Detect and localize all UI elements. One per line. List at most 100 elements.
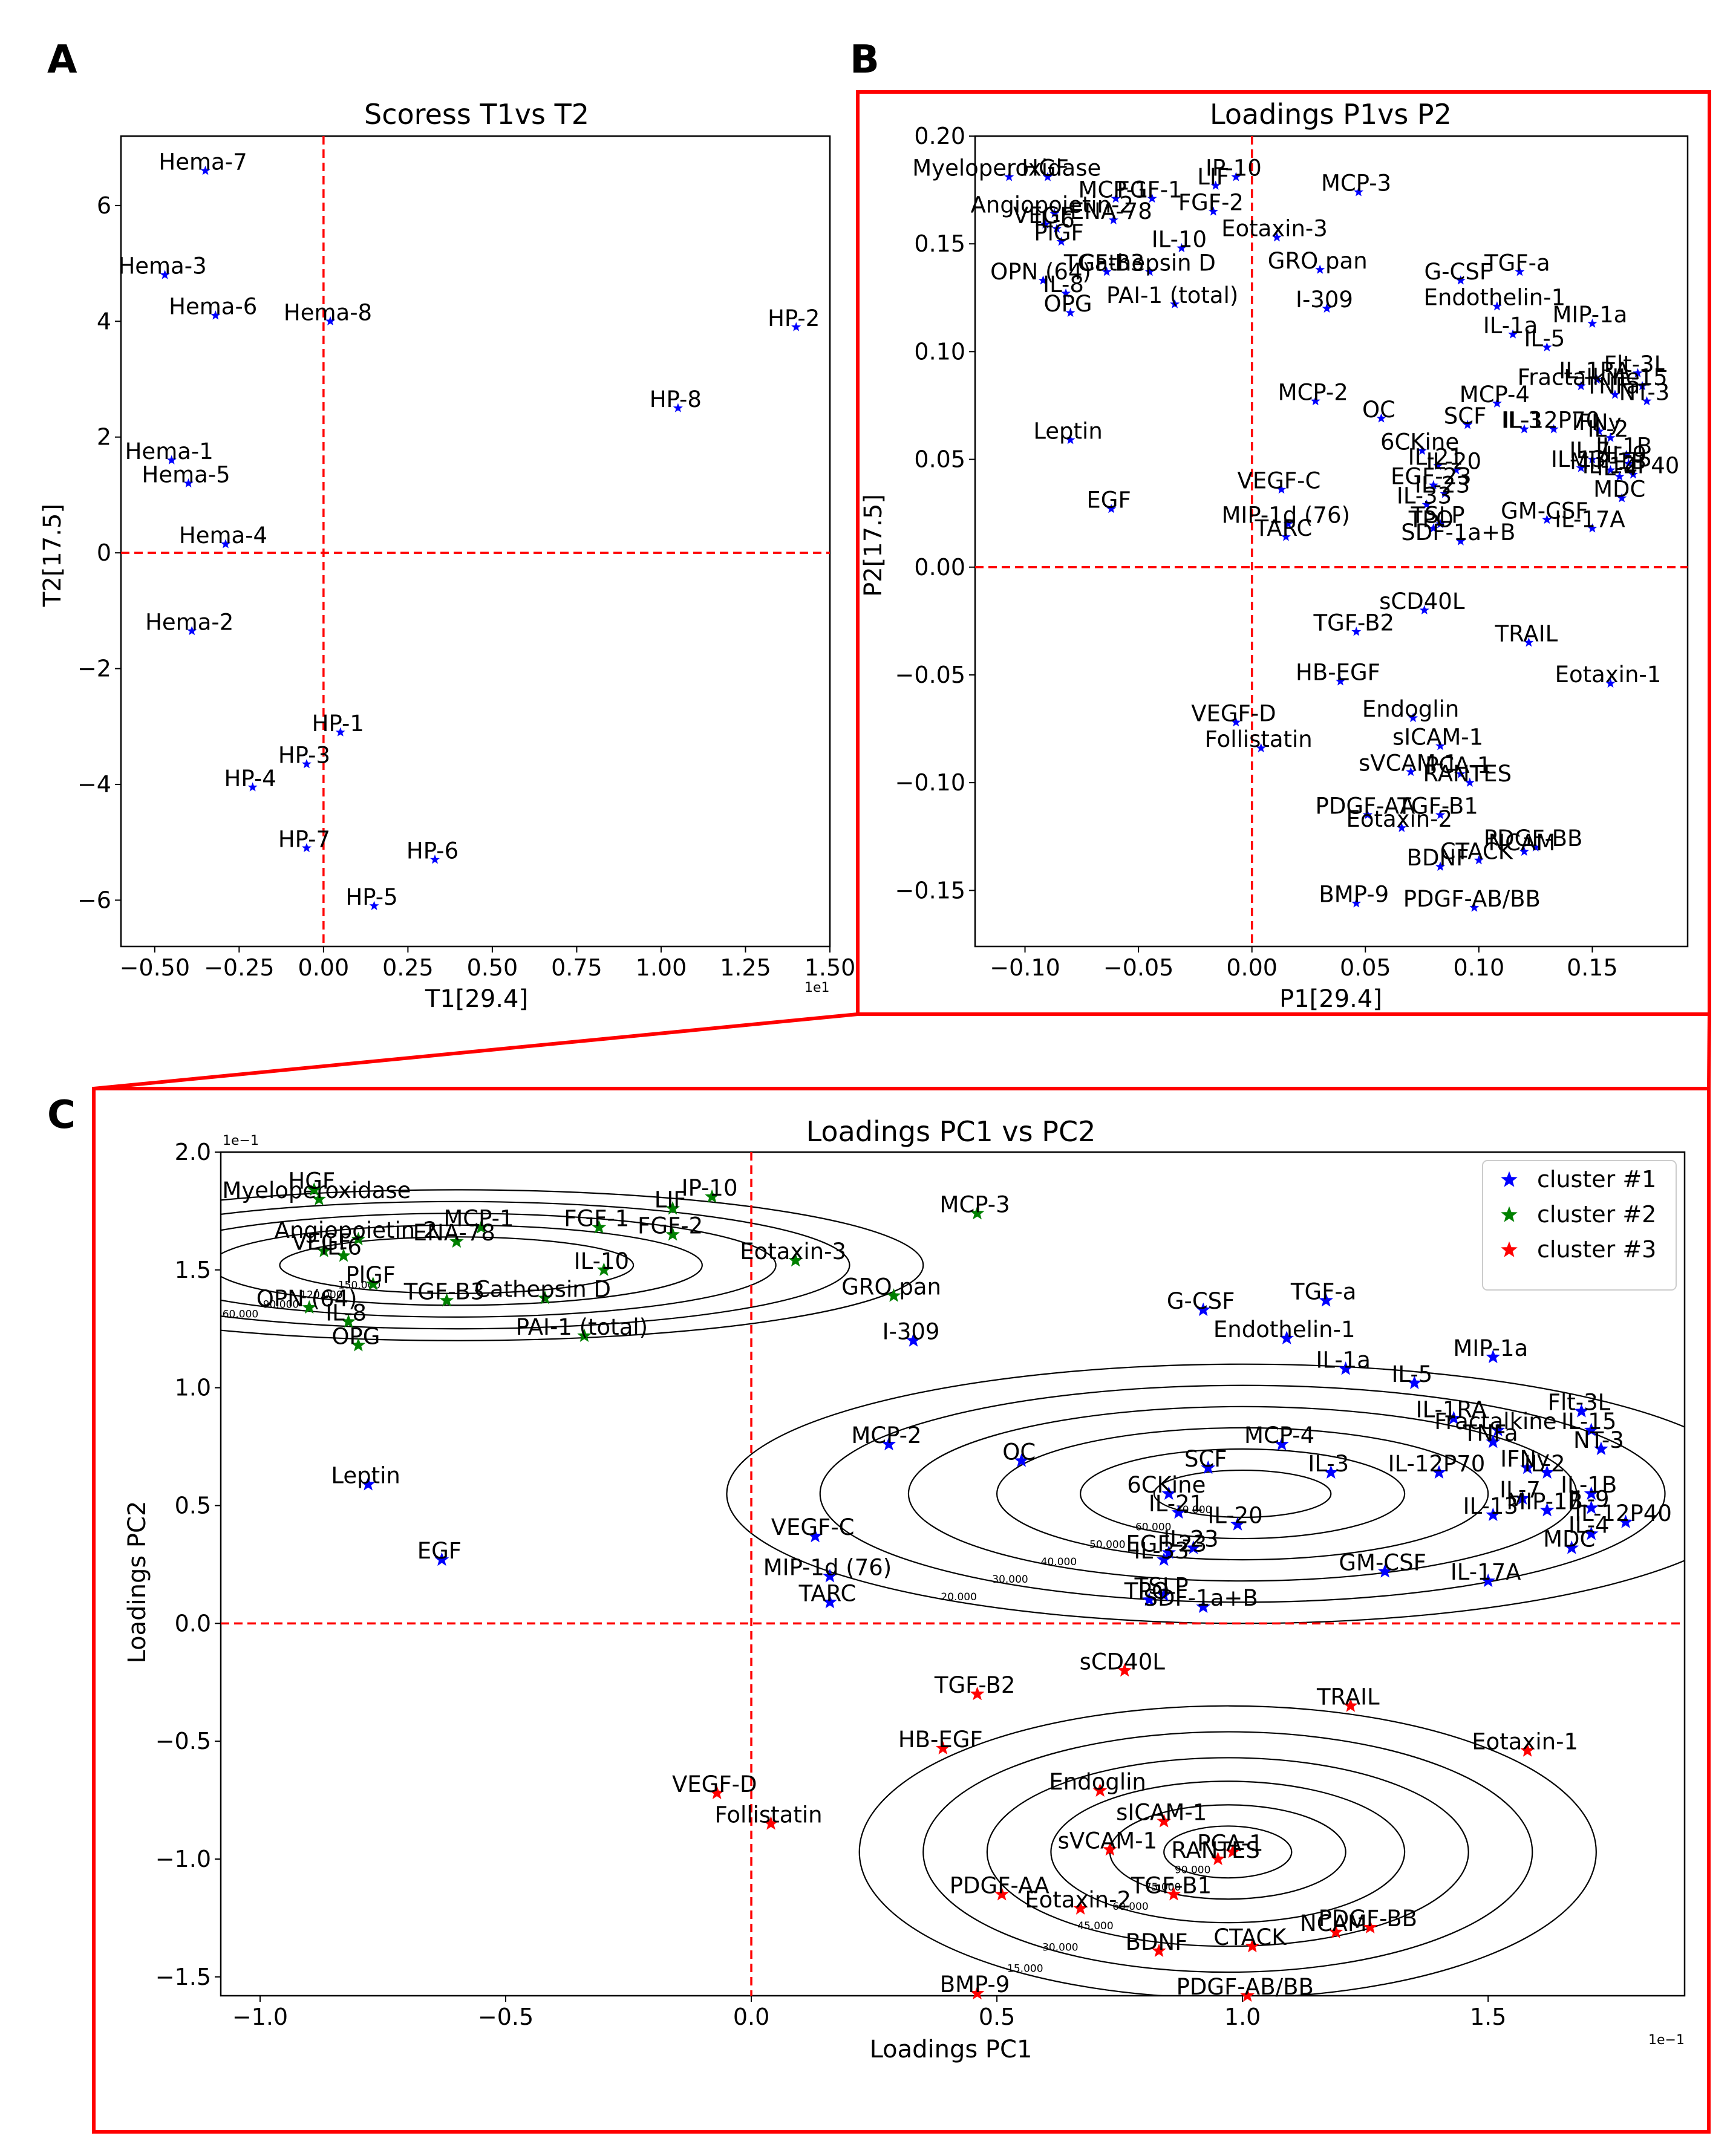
panel-c-cluster-1-point-label: IL-17A xyxy=(1451,1559,1521,1585)
panel-c-cluster-2-point-marker xyxy=(365,1276,380,1291)
panel-b-point-label: PAI-1 (total) xyxy=(1106,282,1238,308)
contour-level-label: 70.000 xyxy=(1176,1504,1212,1516)
panel-b-point-marker xyxy=(1397,822,1407,832)
panel-b-point-label: IL-12P70 xyxy=(1503,408,1600,434)
panel-b-point-label: Eotaxin-2 xyxy=(1346,806,1452,832)
panel-c-cluster-1-point-marker xyxy=(1319,1293,1333,1307)
legend-entry-label: cluster #3 xyxy=(1537,1236,1656,1263)
panel-c-cluster-2-point-label: PAI-1 (total) xyxy=(516,1314,648,1340)
panel-c-cluster-1-point-label: NT-3 xyxy=(1573,1427,1624,1453)
panel-b-point-marker xyxy=(1591,374,1602,384)
panel-c-cluster-3-point-marker xyxy=(1157,1814,1172,1828)
panel-c-x-tick-label: 0.0 xyxy=(733,2004,769,2030)
contour-level-label: 30.000 xyxy=(182,1318,218,1330)
panel-b-point-label: NT-3 xyxy=(1619,379,1670,405)
panel-b-point-marker xyxy=(1283,519,1293,529)
panel-c-cluster-1-point-label: TSLP xyxy=(1134,1574,1189,1600)
panel-b-point-label: TPO xyxy=(1408,507,1454,533)
panel-c-cluster-2-point-label: Eotaxin-3 xyxy=(740,1239,846,1265)
panel-c-cluster-1-point-marker xyxy=(1161,1545,1177,1559)
panel-c-x-axis-label: Loadings PC1 xyxy=(870,2036,1033,2063)
panel-b-point-marker xyxy=(1038,275,1048,285)
panel-b-point-label: TARC xyxy=(1255,515,1313,541)
panel-b-point-label: VEGF-C xyxy=(1238,467,1321,493)
panel-c-cluster-3-point-label: TGF-B2 xyxy=(934,1672,1016,1698)
panel-b-point-marker xyxy=(1617,493,1627,503)
panel-b-point-label: G-CSF xyxy=(1425,259,1493,285)
panel-b-point-marker xyxy=(1524,637,1534,647)
panel-b-point-marker xyxy=(1451,464,1461,475)
panel-c-cluster-2-point-marker xyxy=(341,1314,356,1328)
panel-c-x-tick-label: −1.0 xyxy=(232,2004,288,2030)
panel-b-x-tick-label: −0.10 xyxy=(990,954,1060,981)
panel-b-point-label: NCAM xyxy=(1489,830,1556,856)
panel-c-y-tick-label: −1.5 xyxy=(155,1964,211,1990)
contour-line xyxy=(221,1189,924,1341)
panel-b-point-label: Endothelin-1 xyxy=(1424,285,1566,311)
panel-b-point-label: IL-1a xyxy=(1483,313,1538,339)
panel-a-y-tick-label: 4 xyxy=(97,308,111,334)
panel-c-cluster-1-point-label: IL-15 xyxy=(1561,1409,1616,1435)
panel-b-point-marker xyxy=(1455,536,1466,546)
panel-b-point-marker xyxy=(1231,172,1241,181)
panel-c-cluster-1-point-label: IL-1RA xyxy=(1416,1396,1487,1422)
panel-c-cluster-1-point-label: G-CSF xyxy=(1167,1288,1235,1314)
panel-a-x-tick-label: 0.00 xyxy=(298,954,350,981)
panel-c-cluster-1-point-marker xyxy=(1618,1514,1633,1528)
panel-b-point-label: IL-17A xyxy=(1555,507,1625,533)
panel-c-cluster-1-point-label: IL-4 xyxy=(1568,1512,1610,1538)
panel-b-point-label: SDF-1a+B xyxy=(1401,519,1515,546)
panel-c-cluster-1-point-marker xyxy=(1157,1588,1172,1601)
panel-c-cluster-1-point-marker xyxy=(1520,1460,1535,1474)
panel-a-x-scale-label: 1e1 xyxy=(804,980,830,995)
panel-b-point-marker xyxy=(1322,303,1332,313)
panel-b-plot-frame xyxy=(974,135,1689,948)
panel-b-point-marker xyxy=(1605,432,1616,442)
panel-b-point-label: 6CKine xyxy=(1380,429,1459,455)
panel-a-point-label: HP-2 xyxy=(768,305,820,331)
panel-b-point-label: Flt-3L xyxy=(1604,351,1667,377)
panel-b-point-label: IL-33 xyxy=(1397,483,1452,509)
panel-b-x-tick-label: 0.10 xyxy=(1454,954,1505,981)
panel-a-point-label: Hema-1 xyxy=(125,438,214,464)
panel-a-point-marker xyxy=(369,901,379,910)
panel-a-x-tick-label: 1.00 xyxy=(636,954,687,981)
panel-c-cluster-1-point-marker xyxy=(1171,1505,1186,1519)
panel-b-point-marker xyxy=(1208,206,1218,216)
panel-b-point-marker xyxy=(1624,458,1634,468)
panel-a-x-tick-label: 0.50 xyxy=(467,954,518,981)
panel-c-cluster-3-point-label: Endoglin xyxy=(1049,1769,1146,1795)
panel-b-point-marker xyxy=(1605,678,1616,688)
panel-c-cluster-1-point-label: Leptin xyxy=(331,1462,400,1488)
panel-c-cluster-1-point-label: IL-5 xyxy=(1391,1361,1432,1387)
panel-c-cluster-2-point-marker xyxy=(312,1191,327,1205)
panel-c-cluster-2-point-label: GRO pan xyxy=(841,1274,941,1300)
panel-b-point-marker xyxy=(1633,368,1643,377)
panel-b-point-marker xyxy=(1519,424,1529,434)
panel-c-cluster-2-point-marker xyxy=(302,1300,316,1314)
panel-b-point-marker xyxy=(1056,236,1066,246)
panel-b-point-label: PCA-1 xyxy=(1425,752,1492,778)
legend-marker-cluster-2 xyxy=(1501,1206,1518,1222)
panel-b-point-marker xyxy=(1576,380,1586,391)
panel-c-cluster-1-point-label: MIP-1d (76) xyxy=(763,1554,892,1580)
panel-a-point-marker xyxy=(200,165,211,175)
panel-b-point-marker xyxy=(1177,243,1187,253)
panel-c-cluster-1-point-label: SDF-1a+B xyxy=(1144,1585,1258,1611)
panel-b-point-label: TGF-B1 xyxy=(1397,793,1478,819)
panel-c-cluster-3-point-label: PDGF-AA xyxy=(950,1872,1049,1898)
panel-b-point-label: EGF-23 xyxy=(1391,463,1472,489)
panel-b-point-label: Endoglin xyxy=(1362,696,1459,722)
panel-b-point-label: TRAIL xyxy=(1495,621,1558,647)
panel-c-cluster-1-point-marker xyxy=(1584,1500,1599,1514)
panel-b-point-label: MIP-1d (76) xyxy=(1222,502,1350,528)
panel-b-point-marker xyxy=(1549,424,1559,434)
panel-a-x-tick-label: 0.75 xyxy=(551,954,602,981)
panel-b-point-label: GRO pan xyxy=(1268,248,1368,274)
panel-b-point-marker xyxy=(1542,514,1552,524)
panel-c-cluster-1-point-marker xyxy=(1594,1441,1608,1456)
contour-level-label: 40.000 xyxy=(1041,1556,1077,1568)
panel-c-cluster-2-point-marker xyxy=(705,1189,719,1203)
panel-b-point-marker xyxy=(1108,215,1118,224)
panel-a-y-axis-label: T2[17.5] xyxy=(39,504,67,607)
